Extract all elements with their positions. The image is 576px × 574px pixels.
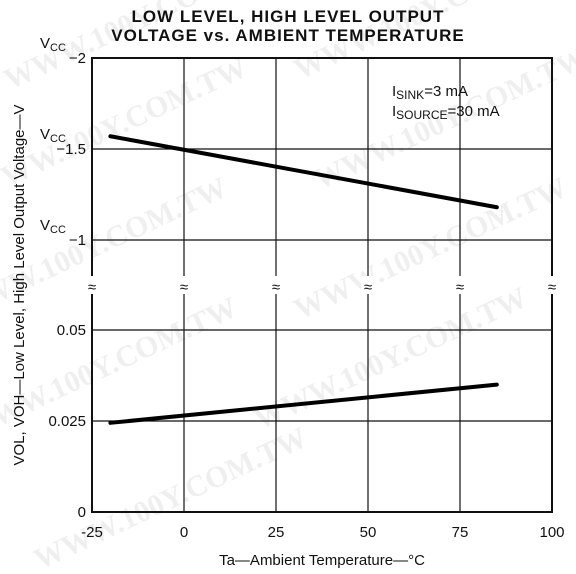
y-tick-label: −1.5 — [56, 141, 86, 158]
annotation-condition: ISOURCE=30 mA — [392, 103, 500, 122]
y-tick-upper: VCC−2 — [40, 35, 86, 67]
y-tick-label: 0.025 — [48, 413, 86, 430]
x-tick-label: 0 — [180, 524, 188, 541]
x-tick-label: 100 — [539, 524, 564, 541]
axis-break-symbol: ≈ — [364, 279, 372, 296]
chart-title-line-1: LOW LEVEL, HIGH LEVEL OUTPUT — [131, 7, 445, 26]
y-tick-prefix: VCC — [40, 35, 66, 54]
annotation-condition: ISINK=3 mA — [392, 83, 468, 102]
series-line-high-level — [108, 134, 499, 210]
chart-title-line-2: VOLTAGE vs. AMBIENT TEMPERATURE — [111, 26, 465, 45]
axis-break-mask — [85, 276, 99, 294]
axis-break-symbol: ≈ — [180, 279, 188, 296]
y-tick-prefix: VCC — [40, 217, 66, 236]
y-tick-label: −1 — [69, 232, 86, 249]
y-axis-label: VOL, VOH—Low Level, High Level Output Vo… — [11, 104, 28, 465]
x-tick-label: -25 — [81, 524, 103, 541]
watermark-text: WWW.100Y.COM.TW — [249, 281, 532, 436]
axis-break-mask — [177, 276, 191, 294]
y-tick-upper: VCC−1.5 — [40, 126, 86, 158]
y-tick-label: −2 — [69, 50, 86, 67]
x-tick-label: 25 — [268, 524, 285, 541]
axis-break-mask — [453, 276, 467, 294]
axis-break-mask — [269, 276, 283, 294]
axis-break-mask — [545, 276, 559, 294]
x-tick-label: 50 — [360, 524, 377, 541]
axis-break-symbol: ≈ — [88, 279, 96, 296]
x-axis-label: Ta—Ambient Temperature—°C — [219, 552, 425, 569]
x-tick-label: 75 — [452, 524, 469, 541]
y-tick-upper: VCC−1 — [40, 217, 86, 249]
y-tick-label: 0.05 — [57, 322, 86, 339]
axis-break-symbol: ≈ — [456, 279, 464, 296]
axis-break-symbol: ≈ — [272, 279, 280, 296]
axis-break-symbol: ≈ — [548, 279, 556, 296]
series-line-low-level — [108, 382, 499, 425]
watermark-text: WWW.100Y.COM.TW — [0, 171, 232, 326]
y-tick-label: 0 — [78, 504, 86, 521]
y-tick-prefix: VCC — [40, 126, 66, 145]
axis-break-mask — [361, 276, 375, 294]
